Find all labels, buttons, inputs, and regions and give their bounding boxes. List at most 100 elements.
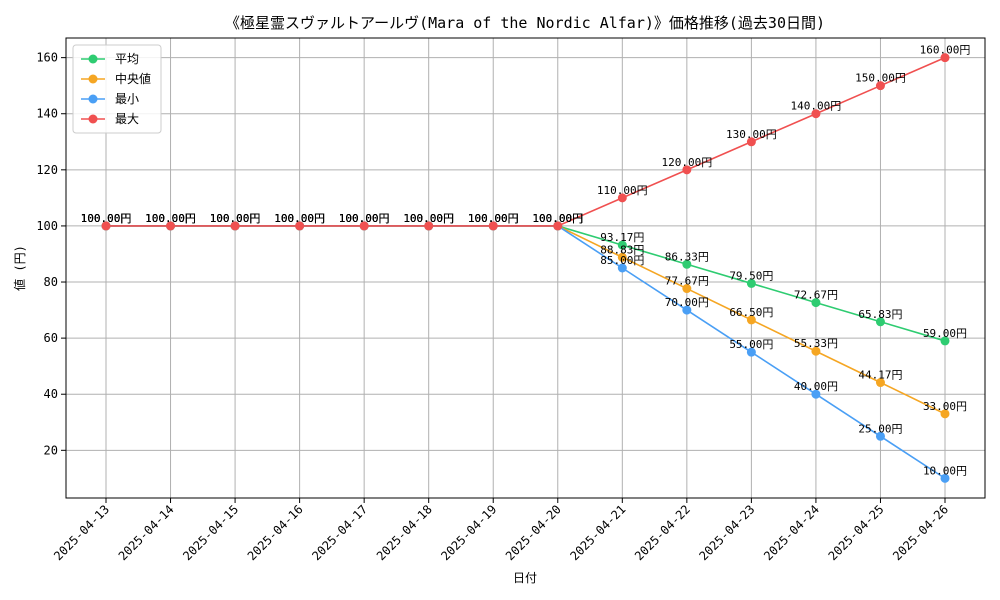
legend-item: 中央値 [81, 71, 151, 86]
data-point [617, 240, 627, 250]
legend-item: 最大 [81, 112, 139, 126]
data-label: 59.00円 [923, 327, 967, 340]
data-label: 100.00円 [532, 212, 583, 225]
legend-label: 最小 [115, 92, 139, 106]
data-label: 110.00円 [597, 184, 648, 197]
data-label: 66.50円 [729, 306, 773, 319]
data-label: 55.00円 [729, 338, 773, 351]
data-label: 100.00円 [145, 212, 196, 225]
y-tick-label: 80 [44, 275, 58, 289]
data-label: 40.00円 [794, 380, 838, 393]
y-tick-label: 100 [36, 219, 58, 233]
y-tick-label: 120 [36, 163, 58, 177]
data-label: 100.00円 [274, 212, 325, 225]
y-tick-label: 60 [44, 331, 58, 345]
x-tick-label: 2025-04-23 [697, 502, 758, 563]
legend-label: 最大 [115, 112, 139, 126]
data-label: 100.00円 [274, 212, 325, 225]
data-label: 100.00円 [532, 212, 583, 225]
data-point [166, 221, 176, 231]
data-point [295, 221, 305, 231]
x-tick-label: 2025-04-19 [438, 502, 499, 563]
data-label: 100.00円 [339, 212, 390, 225]
x-tick-label: 2025-04-14 [116, 502, 177, 563]
legend-label: 中央値 [115, 71, 151, 86]
x-tick-label: 2025-04-18 [374, 502, 435, 563]
data-point [940, 409, 950, 419]
data-point [746, 315, 756, 325]
data-point [811, 389, 821, 399]
data-point [617, 252, 627, 262]
data-label: 100.00円 [81, 212, 132, 225]
legend-item: 平均 [81, 52, 139, 66]
data-point [746, 137, 756, 147]
data-label: 120.00円 [661, 156, 712, 169]
data-label: 100.00円 [468, 212, 519, 225]
data-label: 33.00円 [923, 400, 967, 413]
data-label: 65.83円 [858, 308, 902, 321]
data-label: 100.00円 [274, 212, 325, 225]
x-tick-label: 2025-04-24 [761, 502, 822, 563]
data-label: 100.00円 [532, 212, 583, 225]
legend-marker [88, 54, 98, 64]
legend-marker [88, 94, 98, 104]
x-tick-label: 2025-04-16 [245, 502, 306, 563]
data-label: 100.00円 [468, 212, 519, 225]
data-label: 55.33円 [794, 337, 838, 350]
data-label: 100.00円 [145, 212, 196, 225]
data-label: 100.00円 [210, 212, 261, 225]
data-point [746, 347, 756, 357]
x-tick-label: 2025-04-25 [826, 502, 887, 563]
data-point [875, 378, 885, 388]
series-最小 [101, 221, 950, 483]
data-label: 86.33円 [665, 250, 709, 263]
plot-frame [65, 37, 986, 499]
data-label: 100.00円 [339, 212, 390, 225]
data-point [875, 431, 885, 441]
y-tick-label: 160 [36, 51, 58, 65]
data-point [940, 53, 950, 63]
data-point [875, 81, 885, 91]
data-point [488, 221, 498, 231]
data-label: 44.17円 [858, 369, 902, 382]
data-point [682, 165, 692, 175]
x-tick-label: 2025-04-13 [51, 502, 112, 563]
data-label: 100.00円 [145, 212, 196, 225]
data-point [811, 346, 821, 356]
data-point [617, 263, 627, 273]
legend-label: 平均 [115, 52, 139, 66]
data-label: 100.00円 [274, 212, 325, 225]
chart-title: 《極星霊スヴァルトアールヴ(Mara of the Nordic Alfar)》… [225, 14, 825, 32]
data-label: 10.00円 [923, 464, 967, 477]
data-point [811, 298, 821, 308]
series-line [106, 56, 946, 227]
y-tick-label: 40 [44, 387, 58, 401]
data-point [746, 278, 756, 288]
data-point [940, 336, 950, 346]
legend-marker [88, 74, 98, 84]
data-point [682, 305, 692, 315]
x-tick-label: 2025-04-17 [309, 502, 370, 563]
data-label: 160.00円 [920, 44, 971, 57]
data-label: 72.67円 [794, 289, 838, 302]
data-label: 100.00円 [210, 212, 261, 225]
x-tick-label: 2025-04-26 [890, 502, 951, 563]
y-tick-label: 20 [44, 443, 58, 457]
data-point [617, 193, 627, 203]
data-label: 25.00円 [858, 422, 902, 435]
data-label: 88.83円 [600, 243, 644, 256]
data-label: 100.00円 [81, 212, 132, 225]
data-label: 100.00円 [403, 212, 454, 225]
x-tick-label: 2025-04-15 [180, 502, 241, 563]
data-label: 130.00円 [726, 128, 777, 141]
data-point [940, 473, 950, 483]
data-label: 100.00円 [403, 212, 454, 225]
data-label: 100.00円 [210, 212, 261, 225]
data-label: 85.00円 [600, 254, 644, 267]
data-label: 100.00円 [210, 212, 261, 225]
data-label: 100.00円 [339, 212, 390, 225]
data-label: 100.00円 [468, 212, 519, 225]
